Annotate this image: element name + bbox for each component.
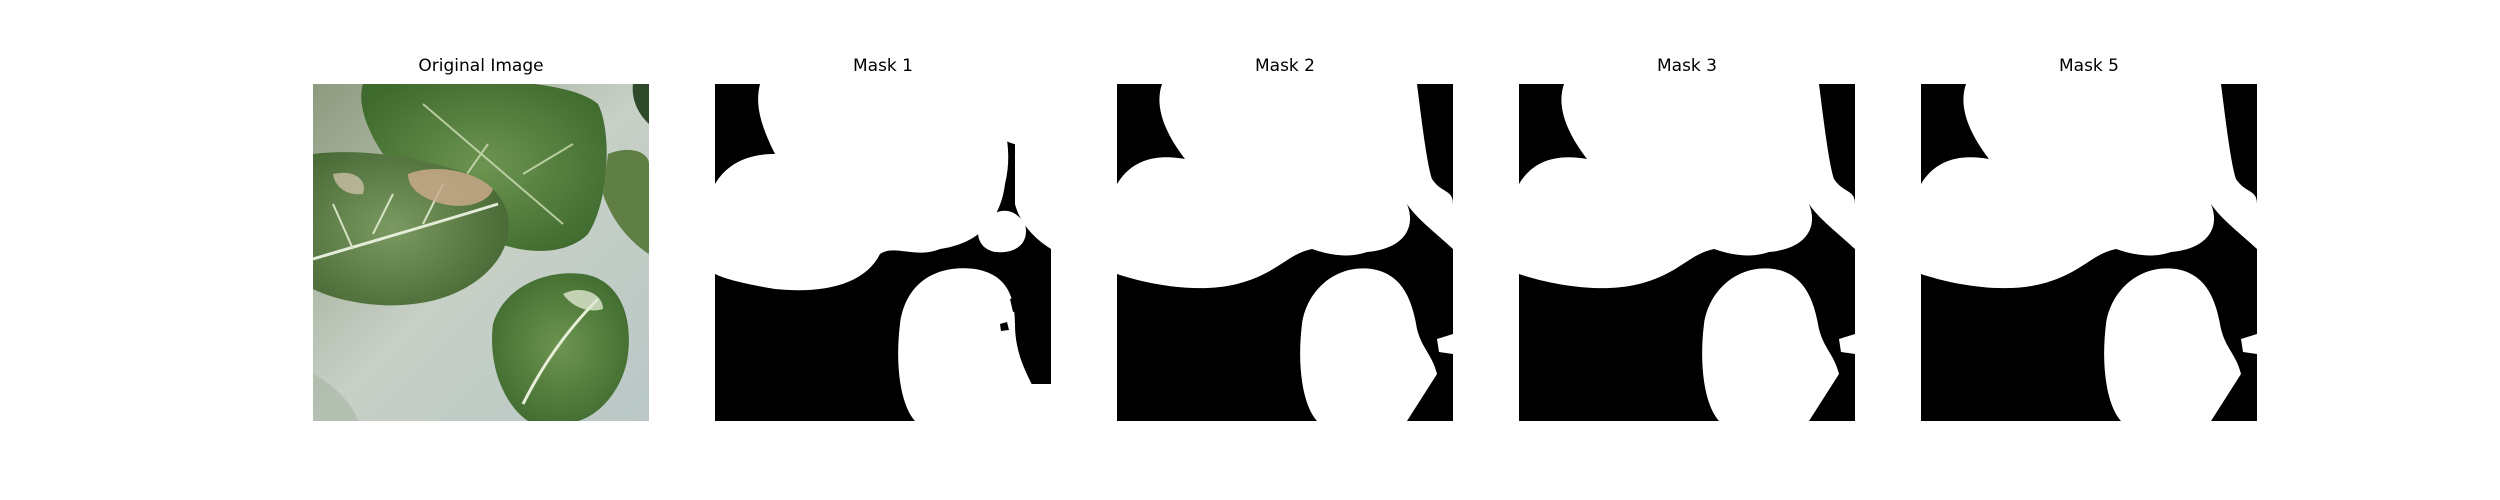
mask-2 xyxy=(1117,84,1453,421)
mask-5 xyxy=(1921,84,2257,421)
mask-1 xyxy=(715,84,1051,421)
original-image xyxy=(313,84,649,421)
mask-3 xyxy=(1519,84,1855,421)
panel-title-mask-5: Mask 5 xyxy=(2058,56,2119,76)
panel-title-mask-2: Mask 2 xyxy=(1254,56,1315,76)
panel-title-original: Original Image xyxy=(418,56,544,76)
panel-title-mask-3: Mask 3 xyxy=(1656,56,1717,76)
panel-title-mask-1: Mask 1 xyxy=(852,56,913,76)
